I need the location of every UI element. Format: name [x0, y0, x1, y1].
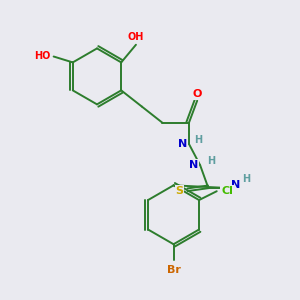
Text: HO: HO	[34, 51, 50, 61]
Text: O: O	[193, 89, 202, 99]
Text: H: H	[194, 134, 202, 145]
Text: Cl: Cl	[221, 186, 233, 196]
Text: H: H	[207, 156, 215, 166]
Text: N: N	[189, 160, 198, 170]
Text: Br: Br	[167, 265, 181, 275]
Text: N: N	[178, 139, 187, 149]
Text: N: N	[231, 180, 240, 190]
Text: S: S	[176, 186, 184, 196]
Text: OH: OH	[128, 32, 144, 42]
Text: H: H	[243, 174, 251, 184]
